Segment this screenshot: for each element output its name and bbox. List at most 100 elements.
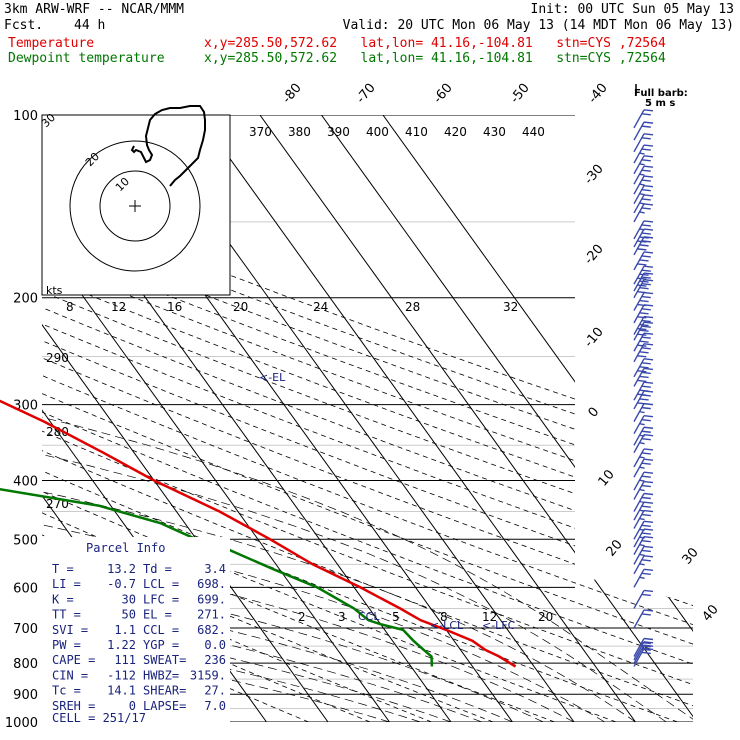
parcel-value: 14.1 (107, 684, 136, 698)
hodograph-speed-label: 16 (167, 300, 182, 314)
parcel-value: -0.7 (107, 577, 136, 591)
moist-adiabat (42, 297, 513, 722)
parcel-label: LFC = (143, 592, 179, 606)
isotherm-label-top: -70 (354, 81, 379, 107)
wind-barb (633, 144, 654, 164)
isotherm-label-right: 20 (604, 537, 626, 559)
moist-adiabat (42, 297, 482, 722)
pressure-tick-label: 700 (13, 622, 38, 637)
wind-barb (633, 272, 654, 292)
parcel-label: EL = (143, 608, 172, 622)
annotation-label: <-EL (259, 371, 286, 384)
isotherm-label-right: 0 (586, 405, 603, 421)
hodograph-trace (130, 105, 206, 187)
theta-label: 420 (444, 125, 467, 139)
theta-label: 440 (522, 125, 545, 139)
legend-temperature: Temperature (8, 36, 95, 51)
dry-adiabat (42, 115, 693, 722)
dry-adiabat (42, 115, 693, 722)
parcel-label: HWBZ= (143, 668, 179, 682)
parcel-label: CAPE = (52, 653, 95, 667)
parcel-label: T = (52, 562, 74, 576)
parcel-value: 3.4 (204, 562, 226, 576)
temperature-line (0, 399, 517, 668)
dry-adiabat (42, 115, 693, 722)
parcel-label: TT = (52, 608, 81, 622)
dry-adiabat (42, 115, 693, 722)
annotation-label: <-LFC (482, 619, 516, 632)
moist-adiabat (42, 297, 667, 722)
parcel-label: SVI = (52, 623, 88, 637)
barb-legend-unit: 5 m s (645, 98, 675, 109)
barb-legend-title: Full barb: (634, 88, 688, 99)
parcel-value: 13.2 (107, 562, 136, 576)
wind-barb (633, 358, 654, 378)
wind-barb (633, 109, 654, 129)
pressure-axis: 100 200 300 400 500 600 700 800 900 1000 (5, 109, 38, 731)
pressure-tick-label: 1000 (5, 716, 38, 731)
moist-adiabat (42, 297, 636, 722)
isotherm-label-top: -80 (280, 81, 305, 107)
theta-label: 390 (327, 125, 350, 139)
parcel-info-panel: Parcel Info T = 13.2 Td = 3.4 LI = -0.7 LCL = 6… (42, 537, 230, 725)
mixing-ratio-label: 2 (298, 610, 306, 624)
wind-barb (633, 332, 654, 352)
wind-barb (633, 265, 654, 285)
pressure-tick-label: 100 (13, 109, 38, 124)
isotherm-label-top: -40 (586, 81, 611, 107)
theta-label: 430 (483, 125, 506, 139)
parcel-value: 50 (122, 608, 136, 622)
parcel-value: 698. (197, 577, 226, 591)
dewpoint-location: x,y=285.50,572.62 lat,lon= 41.16,-104.81… (204, 51, 666, 66)
parcel-value: 1.22 (107, 638, 136, 652)
theta-label-left: 280 (46, 425, 69, 439)
mixing-ratio-label: 20 (538, 610, 553, 624)
isotherm-label-right: -10 (582, 325, 607, 351)
parcel-label: Td = (143, 562, 172, 576)
hodograph-speed-label: 32 (503, 300, 518, 314)
parcel-label: CCL = (143, 623, 179, 637)
wind-barb (633, 185, 654, 205)
parcel-label: SWEAT= (143, 653, 186, 667)
hodograph-speed-label: 20 (233, 300, 248, 314)
parcel-label: K = (52, 592, 74, 606)
dry-adiabat (42, 115, 371, 722)
moist-adiabat (42, 297, 390, 722)
parcel-value: 682. (197, 623, 226, 637)
hodograph-speed-label: 24 (313, 300, 328, 314)
wind-barb (633, 304, 654, 324)
valid-time: Valid: 20 UTC Mon 06 May 13 (14 MDT Mon … (342, 18, 734, 33)
parcel-cell-motion: CELL = 251/17 (52, 711, 146, 725)
wind-barb (633, 279, 654, 299)
wind-barb (633, 528, 654, 548)
wind-barb (633, 402, 654, 422)
theta-label: 410 (405, 125, 428, 139)
legend-dewpoint: Dewpoint temperature (8, 51, 165, 66)
pressure-tick-label: 300 (13, 399, 38, 414)
parcel-value: 0.0 (204, 638, 226, 652)
dewpoint-line (0, 487, 434, 667)
init-time: Init: 00 UTC Sun 05 May 13 (530, 2, 735, 17)
isotherm-label-right: 40 (700, 602, 722, 624)
model-title: 3km ARW-WRF -- NCAR/MMM (4, 2, 185, 17)
parcel-value: 27. (204, 684, 226, 698)
parcel-value: 271. (197, 608, 226, 622)
theta-label: 380 (288, 125, 311, 139)
hodograph-speed-label: 28 (405, 300, 420, 314)
forecast-hour: 44 h (74, 18, 106, 33)
wind-barb (633, 589, 654, 609)
wind-barb (633, 509, 654, 529)
parcel-value: 236 (204, 653, 226, 667)
temperature-location: x,y=285.50,572.62 lat,lon= 41.16,-104.81… (204, 36, 666, 51)
mixing-ratio-label: 8 (440, 610, 448, 624)
theta-label-left: 290 (46, 351, 69, 365)
wind-barb (633, 415, 654, 435)
wind-barb (633, 535, 654, 555)
wind-barb (633, 448, 654, 468)
forecast-label: Fcst. (4, 18, 44, 33)
dry-adiabat (42, 115, 693, 722)
theta-label: 370 (249, 125, 272, 139)
isotherm (259, 115, 693, 722)
parcel-value: 1.1 (114, 623, 136, 637)
